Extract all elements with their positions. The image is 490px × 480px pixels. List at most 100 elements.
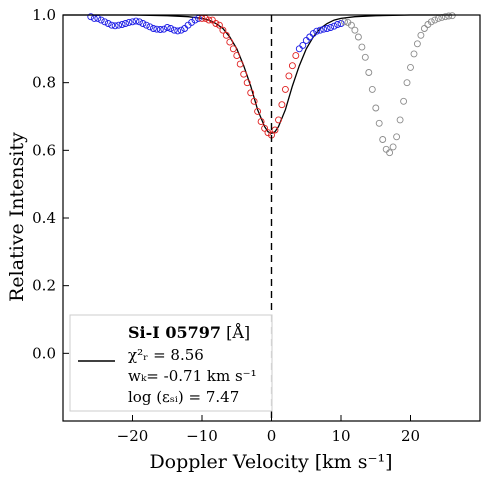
y-tick-label: 0.0: [32, 344, 56, 362]
data-point: [365, 69, 373, 76]
y-axis-title: Relative Intensity: [6, 132, 28, 302]
data-point: [264, 129, 272, 137]
data-point: [188, 18, 196, 26]
data-point: [341, 18, 348, 26]
data-point: [174, 27, 182, 35]
data-point: [205, 16, 213, 24]
legend-frame: [69, 314, 273, 412]
data-point: [219, 26, 227, 34]
data-point: [129, 18, 136, 26]
data-point: [313, 27, 321, 35]
legend-velocity-shift: wₖ= -0.71 km s⁻¹: [128, 367, 257, 385]
data-point: [191, 16, 199, 24]
data-point: [368, 85, 376, 93]
data-point: [261, 124, 269, 132]
data-point: [309, 30, 317, 38]
data-point: [222, 31, 230, 39]
y-tick-label: 0.8: [32, 74, 56, 92]
data-point: [431, 16, 439, 24]
data-point: [240, 70, 248, 78]
model-fit-line: [63, 14, 453, 135]
x-tick-label: 0: [267, 427, 277, 445]
data-point: [358, 43, 366, 51]
data-point: [139, 20, 147, 27]
data-point: [281, 85, 289, 93]
data-point: [104, 20, 112, 27]
y-tick-label: 1.0: [32, 6, 56, 24]
axes-layer: −20 −10 0 10 20 0.0 0.2 0.4 0.6 0.8 1.0: [32, 6, 481, 445]
data-point: [247, 89, 255, 97]
data-point: [330, 22, 338, 30]
data-point: [334, 21, 341, 28]
data-point: [87, 13, 95, 21]
data-point: [396, 116, 404, 124]
data-point: [135, 18, 143, 26]
data-point: [142, 21, 150, 29]
data-point: [410, 50, 418, 58]
data-point: [212, 20, 220, 27]
data-point: [413, 40, 421, 48]
data-point: [132, 17, 140, 25]
data-point: [111, 22, 119, 30]
legend-wavelength-unit: [Å]: [221, 322, 250, 342]
data-point: [441, 13, 449, 21]
data-point: [417, 31, 425, 39]
data-point: [122, 20, 129, 27]
x-tick-label: 10: [331, 427, 350, 445]
data-point: [118, 21, 126, 28]
data-point: [351, 26, 359, 34]
data-point: [323, 25, 331, 32]
x-tick-label: 20: [401, 427, 420, 445]
y-tick-label: 0.6: [32, 141, 56, 159]
data-point: [445, 12, 453, 20]
x-tick-label: −10: [186, 427, 218, 445]
data-point: [146, 23, 154, 31]
legend: Si-I 05797 [Å] χ²ᵣ = 8.56 wₖ= -0.71 km s…: [69, 314, 273, 412]
data-point: [403, 79, 411, 87]
data-point: [97, 16, 105, 24]
data-point: [375, 119, 383, 127]
data-point: [226, 38, 234, 46]
data-point: [156, 26, 164, 33]
data-point: [233, 52, 241, 60]
data-point: [347, 21, 355, 29]
y-tick-label: 0.2: [32, 277, 56, 295]
data-point: [229, 45, 237, 53]
data-point: [115, 21, 123, 29]
data-point: [254, 107, 262, 115]
data-point: [285, 72, 293, 80]
data-point: [299, 41, 307, 49]
data-point: [448, 12, 456, 20]
data-point: [292, 52, 300, 60]
data-point: [393, 133, 401, 141]
data-point: [125, 18, 133, 26]
data-point: [420, 25, 428, 32]
x-tick-label: −20: [117, 427, 149, 445]
data-point: [163, 24, 171, 31]
data-point: [320, 25, 328, 33]
data-point: [361, 53, 369, 61]
data-point: [400, 97, 408, 105]
data-point: [278, 101, 286, 109]
y-tick-label: 0.4: [32, 209, 56, 227]
data-point: [160, 25, 168, 33]
data-point: [257, 118, 265, 126]
data-point: [275, 116, 282, 124]
legend-line-name: Si-I 05797: [128, 323, 221, 342]
data-point: [101, 18, 109, 26]
data-point: [149, 25, 157, 32]
legend-abundance: log (εₛᵢ) = 7.47: [128, 388, 239, 406]
legend-chi-squared: χ²ᵣ = 8.56: [128, 346, 204, 364]
data-point: [153, 25, 161, 33]
data-point: [250, 97, 258, 105]
data-point: [354, 33, 362, 41]
data-point: [427, 18, 435, 26]
data-point: [215, 21, 223, 29]
legend-title: Si-I 05797 [Å]: [128, 322, 250, 342]
data-point: [327, 24, 335, 31]
data-point: [236, 60, 244, 68]
data-point: [243, 79, 251, 87]
data-point: [389, 143, 397, 151]
data-point: [167, 25, 175, 32]
